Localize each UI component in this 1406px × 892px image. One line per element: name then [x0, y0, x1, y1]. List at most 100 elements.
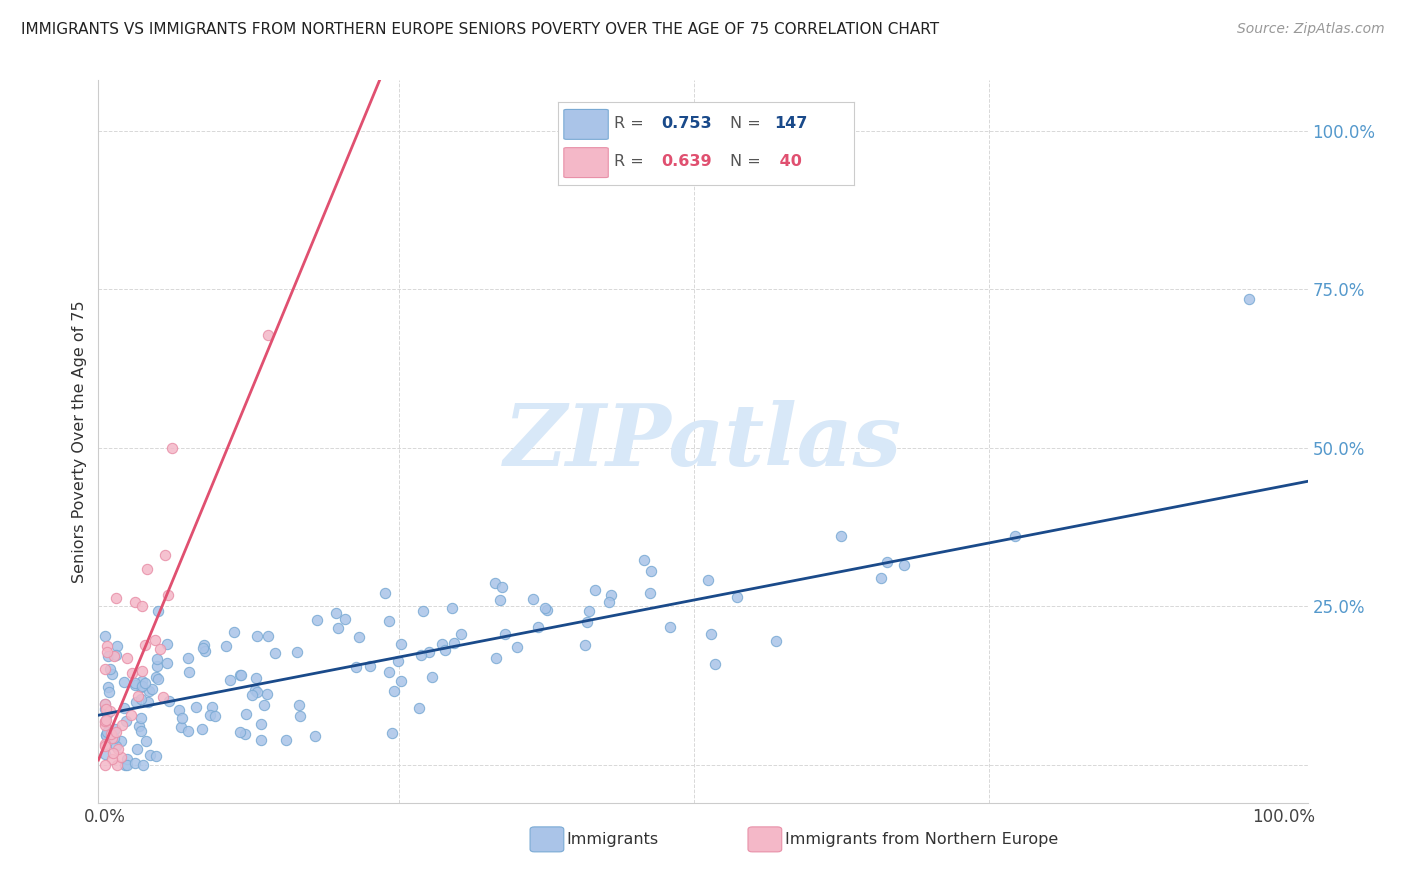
- Point: [94, 697, 117, 711]
- Point: [97, 685, 120, 699]
- Point: [94, 697, 117, 711]
- Point: [127, 689, 149, 703]
- Point: [94, 727, 117, 741]
- Point: [250, 717, 273, 731]
- Point: [98, 662, 121, 676]
- Point: [149, 642, 172, 657]
- Point: [250, 733, 273, 747]
- Point: [115, 714, 138, 728]
- Point: [104, 591, 127, 605]
- Text: IMMIGRANTS VS IMMIGRANTS FROM NORTHERN EUROPE SENIORS POVERTY OVER THE AGE OF 75: IMMIGRANTS VS IMMIGRANTS FROM NORTHERN E…: [21, 22, 939, 37]
- Point: [184, 700, 207, 714]
- Point: [583, 583, 606, 598]
- Point: [94, 629, 117, 643]
- Point: [344, 659, 367, 673]
- Point: [125, 741, 148, 756]
- Point: [522, 592, 544, 607]
- Point: [98, 705, 121, 719]
- Point: [145, 659, 167, 673]
- Point: [177, 651, 200, 665]
- Point: [359, 658, 381, 673]
- Point: [94, 702, 117, 716]
- Point: [218, 673, 240, 688]
- Point: [114, 757, 136, 772]
- Point: [96, 639, 118, 653]
- Point: [222, 624, 245, 639]
- Point: [245, 671, 267, 685]
- Point: [494, 627, 516, 641]
- Point: [378, 665, 401, 679]
- Point: [893, 558, 915, 572]
- Point: [152, 690, 174, 704]
- Point: [179, 665, 201, 679]
- Point: [443, 636, 465, 650]
- Point: [148, 672, 170, 686]
- Point: [112, 674, 135, 689]
- Point: [215, 640, 238, 654]
- Point: [274, 733, 297, 747]
- Point: [131, 664, 153, 678]
- Point: [253, 698, 276, 712]
- Point: [257, 628, 280, 642]
- Point: [105, 757, 128, 772]
- Point: [134, 675, 156, 690]
- Point: [104, 724, 127, 739]
- Point: [640, 564, 662, 578]
- Point: [257, 328, 280, 343]
- Point: [96, 645, 118, 659]
- Point: [243, 682, 266, 697]
- Point: [121, 666, 143, 681]
- Point: [96, 648, 118, 663]
- Point: [138, 747, 160, 762]
- Point: [876, 555, 898, 569]
- Point: [432, 637, 454, 651]
- Point: [146, 652, 169, 666]
- Point: [191, 640, 214, 655]
- Point: [94, 701, 117, 715]
- Point: [488, 593, 510, 607]
- Point: [136, 695, 159, 709]
- Point: [600, 588, 623, 602]
- Point: [157, 588, 180, 602]
- Point: [115, 752, 138, 766]
- Point: [101, 746, 124, 760]
- Point: [229, 667, 252, 681]
- Point: [440, 601, 463, 615]
- Point: [94, 757, 117, 772]
- Point: [100, 667, 122, 681]
- Point: [141, 682, 163, 697]
- Point: [94, 714, 117, 728]
- Point: [167, 702, 190, 716]
- Point: [129, 692, 152, 706]
- Point: [131, 757, 153, 772]
- Point: [94, 662, 117, 676]
- Point: [190, 723, 212, 737]
- Point: [101, 731, 124, 746]
- Point: [131, 723, 153, 738]
- Point: [143, 633, 166, 648]
- Point: [527, 620, 550, 634]
- Point: [124, 595, 146, 609]
- Point: [288, 698, 311, 712]
- Point: [659, 620, 682, 634]
- Point: [420, 669, 443, 683]
- Point: [305, 613, 328, 627]
- Point: [575, 615, 598, 629]
- Point: [94, 718, 117, 732]
- Point: [107, 742, 129, 756]
- Point: [198, 708, 221, 723]
- Point: [201, 700, 224, 714]
- Point: [412, 604, 434, 618]
- Text: Immigrants: Immigrants: [567, 832, 659, 847]
- Point: [536, 603, 558, 617]
- Point: [696, 573, 718, 587]
- Point: [94, 747, 117, 761]
- Point: [156, 656, 179, 670]
- Point: [103, 723, 125, 737]
- Point: [96, 728, 118, 742]
- Text: ZIPatlas: ZIPatlas: [503, 400, 903, 483]
- Point: [104, 648, 127, 663]
- Point: [325, 607, 347, 621]
- Point: [124, 678, 146, 692]
- Point: [378, 614, 401, 628]
